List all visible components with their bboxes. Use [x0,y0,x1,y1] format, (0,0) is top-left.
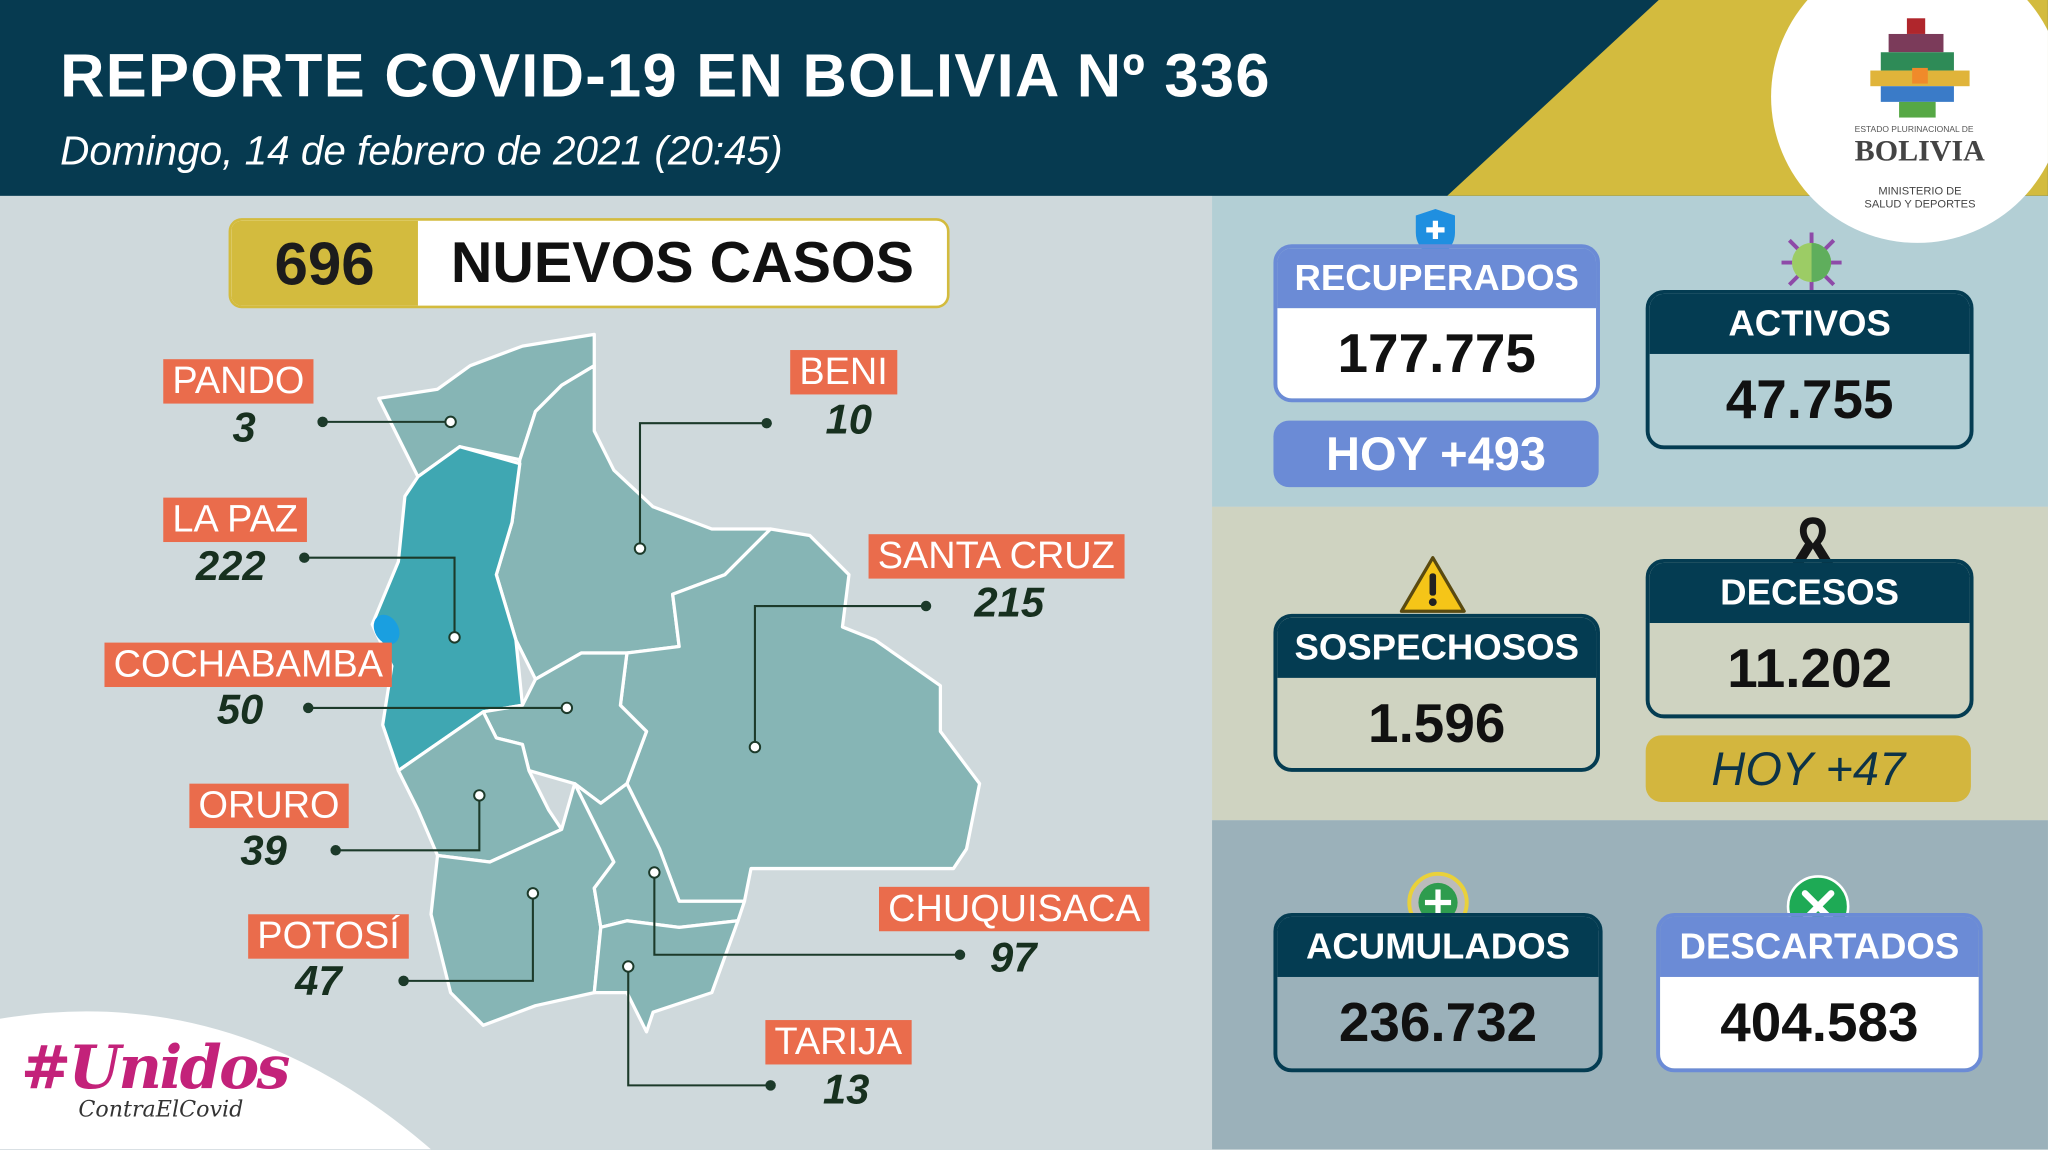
campaign-subtitle: ContraElCovid [78,1097,244,1124]
region-santa-cruz[interactable] [618,527,982,903]
campaign-hashtag: #Unidos [20,1031,290,1103]
virus-icon [1781,232,1842,293]
value-pando: 3 [232,403,256,451]
leader-lines [304,420,960,1087]
new-cases-label: NUEVOS CASOS [450,230,914,295]
value-oruro: 39 [240,826,287,874]
discarded-value: 404.583 [1660,976,1979,1069]
recovered-card: RECUPERADOS 177.775 [1273,244,1600,403]
region-markers [444,415,762,973]
new-cases-banner: 696 NUEVOS CASOS [228,218,950,309]
region-tarija[interactable] [592,919,740,1034]
deaths-card: DECESOS 11.202 [1645,559,1974,719]
value-santa-cruz: 215 [974,578,1045,626]
deaths-label: DECESOS [1649,562,1970,624]
value-la-paz: 222 [195,542,266,590]
lake-titicaca [373,614,400,645]
new-cases-count: 696 [231,220,418,306]
report-date: Domingo, 14 de febrero de 2021 (20:45) [60,127,783,174]
accumulated-label: ACUMULADOS [1277,916,1599,977]
label-la-paz: LA PAZ [163,497,308,543]
campaign-wave [0,1011,432,1150]
ministry-logo: ESTADO PLURINACIONAL DE BOLIVIA MINISTER… [1771,0,2048,243]
discarded-card: DESCARTADOS 404.583 [1656,912,1983,1073]
recovered-today: HOY +493 [1273,420,1599,488]
region-oruro[interactable] [396,710,564,864]
active-card: ACTIVOS 47.755 [1645,289,1974,450]
label-oruro: ORURO [189,783,349,829]
deaths-today: HOY +47 [1645,735,1971,802]
page-title: REPORTE COVID-19 EN BOLIVIA Nº 336 [60,40,1271,110]
label-pando: PANDO [163,359,314,404]
active-label: ACTIVOS [1649,293,1970,354]
label-beni: BENI [790,350,897,395]
logo-country-text: BOLIVIA [1854,134,1985,168]
logo-state-text: ESTADO PLURINACIONAL DE [1854,125,1974,135]
suspected-card: SOSPECHOSOS 1.596 [1273,613,1600,772]
suspected-label: SOSPECHOSOS [1277,617,1597,678]
deaths-value: 11.202 [1727,637,1892,699]
accumulated-card: ACUMULADOS 236.732 [1273,912,1603,1073]
suspected-value: 1.596 [1368,691,1506,753]
label-santa-cruz: SANTA CRUZ [868,534,1124,579]
accumulated-value: 236.732 [1338,991,1538,1053]
warning-icon [1399,556,1466,613]
value-chuquisaca: 97 [990,933,1037,981]
logo-ministry-line2: SALUD Y DEPORTES [1864,197,1976,211]
recovered-value: 177.775 [1277,308,1597,399]
label-potosi: POTOSÍ [248,914,409,959]
recovered-label: RECUPERADOS [1277,248,1597,309]
mourning-ribbon-icon [1791,517,1834,570]
active-value: 47.755 [1725,368,1894,430]
label-cochabamba: COCHABAMBA [104,642,393,688]
value-tarija: 13 [822,1065,870,1113]
label-tarija: TARIJA [765,1020,912,1065]
value-cochabamba: 50 [216,685,264,733]
value-beni: 10 [825,395,872,443]
label-chuquisaca: CHUQUISACA [879,886,1150,932]
chakana-emblem-icon [1870,18,1970,118]
value-potosi: 47 [295,957,342,1005]
discarded-label: DESCARTADOS [1660,916,1979,977]
leader-dots [299,416,966,1091]
logo-ministry-line1: MINISTERIO DE [1878,184,1962,198]
